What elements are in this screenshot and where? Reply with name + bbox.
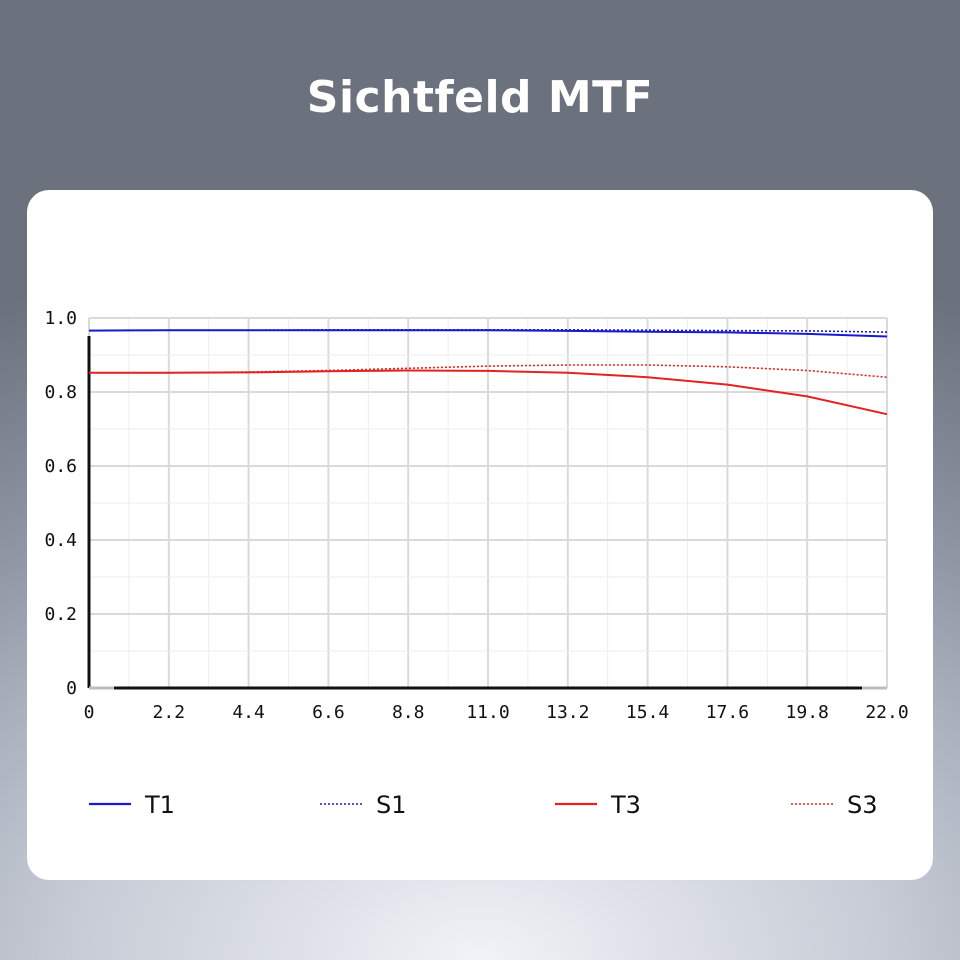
y-tick-label: 1.0 — [44, 308, 77, 329]
chart-axes — [87, 336, 887, 690]
x-tick-label: 11.0 — [466, 702, 509, 723]
chart-series — [88, 329, 888, 416]
chart-legend: T1 S1 T3 S3 — [89, 791, 878, 819]
y-tick-label: 0.2 — [44, 604, 77, 625]
legend-label: T3 — [610, 791, 641, 819]
x-tick-label: 13.2 — [546, 702, 589, 723]
page-title: Sichtfeld MTF — [306, 72, 654, 123]
y-tick-label: 0.8 — [44, 382, 77, 403]
x-tick-label: 4.4 — [232, 702, 265, 723]
y-tick-label: 0 — [66, 678, 77, 699]
x-tick-label: 17.6 — [706, 702, 749, 723]
series-line-s1 — [88, 329, 888, 333]
x-tick-label: 0 — [84, 702, 95, 723]
x-tick-label: 19.8 — [786, 702, 829, 723]
x-tick-label: 8.8 — [392, 702, 425, 723]
x-tick-label: 15.4 — [626, 702, 669, 723]
legend-label: S1 — [376, 791, 407, 819]
legend-item-s3: S3 — [791, 791, 878, 819]
y-tick-label: 0.4 — [44, 530, 77, 551]
x-tick-label: 2.2 — [153, 702, 186, 723]
legend-item-t1: T1 — [89, 791, 175, 819]
series-line-s3 — [89, 364, 888, 378]
y-axis-ticks: 0 0.2 0.4 0.6 0.8 1.0 — [44, 308, 77, 699]
x-axis-ticks: 0 2.2 4.4 6.6 8.8 11.0 13.2 15.4 17.6 19.8 22.0 — [84, 702, 909, 723]
mtf-chart: 0 2.2 4.4 6.6 8.8 11.0 13.2 15.4 17.6 19.8 22.0 00… — [44, 308, 909, 819]
legend-label: S3 — [847, 791, 878, 819]
y-tick-label: 0.6 — [44, 456, 77, 477]
x-tick-label: 22.0 — [865, 702, 908, 723]
legend-item-t3: T3 — [555, 791, 641, 819]
legend-item-s1: S1 — [320, 791, 407, 819]
legend-label: T1 — [144, 791, 175, 819]
x-tick-label: 6.6 — [312, 702, 345, 723]
